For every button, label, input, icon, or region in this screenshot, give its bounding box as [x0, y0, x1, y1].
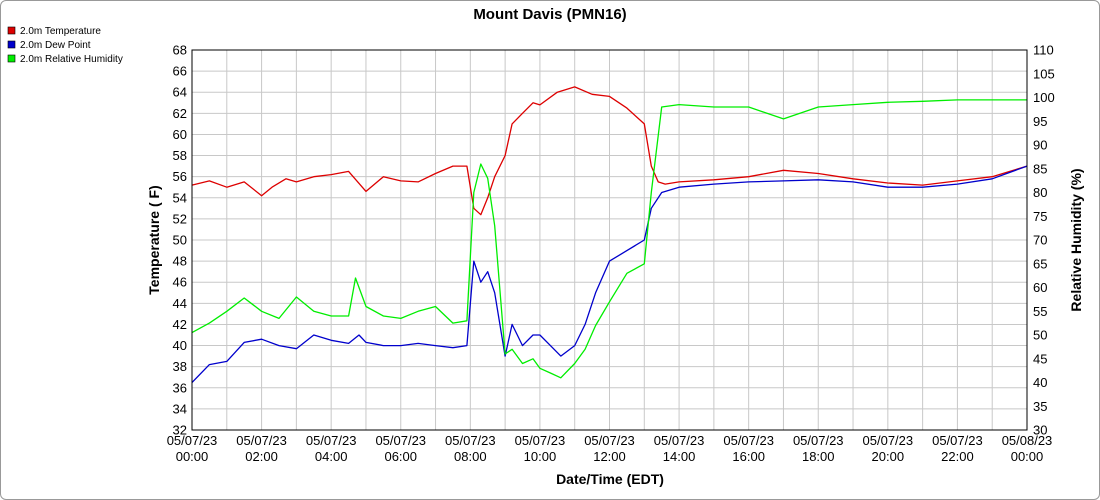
y-left-tick-label: 56: [173, 169, 187, 184]
y-right-tick-label: 65: [1033, 256, 1047, 271]
y-left-tick-label: 66: [173, 64, 187, 79]
y-right-tick-label: 50: [1033, 328, 1047, 343]
x-tick-date: 05/07/23: [793, 433, 844, 448]
y-right-tick-label: 75: [1033, 209, 1047, 224]
series-group: [191, 86, 1028, 383]
y-left-tick-label: 40: [173, 338, 187, 353]
y-right-tick-label: 90: [1033, 138, 1047, 153]
y-left-tick-label: 52: [173, 211, 187, 226]
grid-lines: [191, 49, 1028, 431]
y-left-tick-label: 54: [173, 190, 187, 205]
x-tick-time: 22:00: [941, 449, 974, 464]
x-tick-time: 00:00: [176, 449, 209, 464]
x-tick-time: 00:00: [1011, 449, 1044, 464]
y-left-tick-label: 64: [173, 85, 187, 100]
chart-legend: 2.0m Temperature 2.0m Dew Point 2.0m Relat…: [7, 26, 123, 65]
legend-label: 2.0m Dew Point: [20, 40, 91, 51]
y-left-tick-label: 58: [173, 148, 187, 163]
y-right-tick-label: 55: [1033, 304, 1047, 319]
x-tick-time: 16:00: [732, 449, 765, 464]
y-right-tick-label: 70: [1033, 233, 1047, 248]
legend-swatch: [7, 54, 16, 63]
y-right-tick-label: 100: [1033, 90, 1055, 105]
y-left-tick-label: 36: [173, 380, 187, 395]
x-tick-time: 18:00: [802, 449, 835, 464]
y-left-tick-label: 42: [173, 317, 187, 332]
y-left-tick-label: 60: [173, 127, 187, 142]
x-tick-time: 08:00: [454, 449, 487, 464]
y-right-tick-label: 45: [1033, 351, 1047, 366]
y-right-tick-label: 80: [1033, 185, 1047, 200]
y-right-tick-label: 40: [1033, 375, 1047, 390]
y-left-tick-label: 44: [173, 296, 187, 311]
y-right-tick-label: 30: [1033, 423, 1047, 438]
x-tick-date: 05/07/23: [654, 433, 705, 448]
series-line-2-0m-dew-point: [191, 165, 1028, 383]
legend-swatch: [7, 26, 16, 35]
x-tick-date: 05/07/23: [306, 433, 357, 448]
y-left-tick-label: 48: [173, 254, 187, 269]
legend-label: 2.0m Temperature: [20, 26, 101, 37]
x-tick-date: 05/07/23: [167, 433, 218, 448]
x-tick-time: 12:00: [593, 449, 626, 464]
y-right-tick-label: 35: [1033, 399, 1047, 414]
plot-border: [191, 49, 1028, 431]
x-axis-label: Date/Time (EDT): [556, 471, 664, 487]
x-tick-date: 05/07/23: [445, 433, 496, 448]
y-right-tick-label: 95: [1033, 114, 1047, 129]
x-tick-time: 10:00: [524, 449, 557, 464]
x-tick-date: 05/07/23: [932, 433, 983, 448]
y-right-tick-label: 85: [1033, 161, 1047, 176]
y-left-tick-label: 46: [173, 275, 187, 290]
y-axis-right-ticks: 30 35 40 45 50 55 60 65 70 75 80 85 90 95 100 105 110: [1033, 43, 1055, 438]
y-right-tick-label: 60: [1033, 280, 1047, 295]
x-tick-date: 05/07/23: [863, 433, 914, 448]
x-tick-date: 05/08/23: [1002, 433, 1053, 448]
chart-title: Mount Davis (PMN16): [473, 6, 626, 23]
y-axis-left-label: Temperature ( F): [146, 185, 162, 294]
x-tick-time: 20:00: [872, 449, 905, 464]
x-tick-time: 14:00: [663, 449, 696, 464]
x-tick-date: 05/07/23: [236, 433, 287, 448]
x-tick-date: 05/07/23: [515, 433, 566, 448]
x-tick-time: 06:00: [384, 449, 417, 464]
y-left-tick-label: 62: [173, 106, 187, 121]
x-axis-ticks: 05/07/2300:0005/07/2302:0005/07/2304:000…: [167, 433, 1053, 464]
x-tick-date: 05/07/23: [723, 433, 774, 448]
legend-label: 2.0m Relative Humidity: [20, 54, 123, 65]
y-right-tick-label: 110: [1033, 43, 1054, 58]
y-left-tick-label: 38: [173, 359, 187, 374]
x-tick-time: 02:00: [245, 449, 278, 464]
y-left-tick-label: 50: [173, 233, 187, 248]
y-axis-left-ticks: 32 34 36 38 40 42 44 46 48 50 52 54 56 58 60 62 64 66 68: [173, 43, 187, 438]
y-right-tick-label: 105: [1033, 66, 1055, 81]
y-left-tick-label: 32: [173, 423, 187, 438]
y-left-tick-label: 34: [173, 401, 187, 416]
legend-swatch: [7, 40, 16, 49]
series-line-2-0m-relative-humidity: [191, 99, 1027, 379]
x-tick-date: 05/07/23: [584, 433, 635, 448]
y-axis-right-label: Relative Humidity (%): [1068, 168, 1084, 311]
x-tick-time: 04:00: [315, 449, 348, 464]
x-tick-date: 05/07/23: [375, 433, 426, 448]
y-left-tick-label: 68: [173, 43, 187, 58]
series-line-2-0m-temperature: [191, 86, 1028, 216]
